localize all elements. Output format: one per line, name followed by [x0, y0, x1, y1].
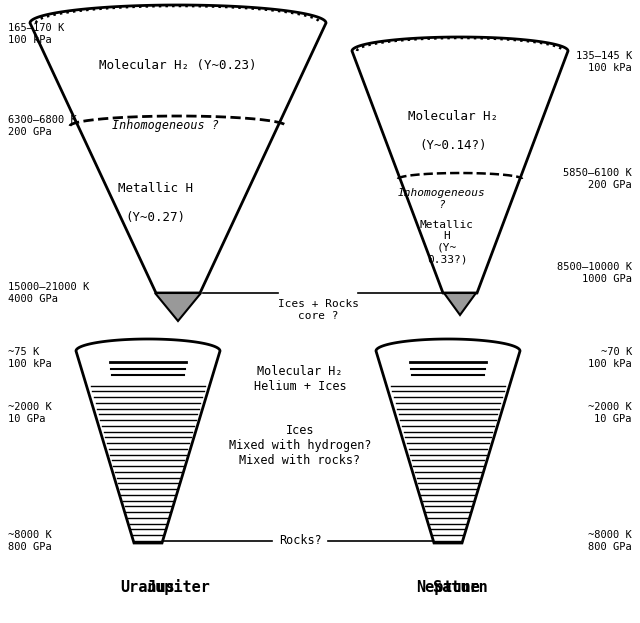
Polygon shape: [155, 293, 201, 321]
Text: Ices + Rocks
core ?: Ices + Rocks core ?: [278, 299, 358, 321]
Text: Uranus: Uranus: [120, 580, 175, 595]
Text: ~8000 K
800 GPa: ~8000 K 800 GPa: [8, 530, 52, 552]
Text: Inhomogeneous
?: Inhomogeneous ?: [398, 188, 486, 210]
Text: ~2000 K
10 GPa: ~2000 K 10 GPa: [8, 402, 52, 424]
Text: ~2000 K
10 GPa: ~2000 K 10 GPa: [588, 402, 632, 424]
Text: 165–170 K
100 kPa: 165–170 K 100 kPa: [8, 23, 64, 45]
Polygon shape: [352, 37, 568, 293]
Text: 8500–10000 K
1000 GPa: 8500–10000 K 1000 GPa: [557, 262, 632, 284]
Text: Jupiter: Jupiter: [146, 579, 210, 595]
Text: Rocks?: Rocks?: [278, 535, 321, 548]
Polygon shape: [30, 5, 326, 293]
Text: Ices
Mixed with hydrogen?
Mixed with rocks?: Ices Mixed with hydrogen? Mixed with roc…: [228, 424, 371, 467]
Text: ~70 K
100 kPa: ~70 K 100 kPa: [588, 347, 632, 369]
Text: 15000–21000 K
4000 GPa: 15000–21000 K 4000 GPa: [8, 282, 89, 304]
Text: 6300–6800 K
200 GPa: 6300–6800 K 200 GPa: [8, 115, 77, 137]
Text: Molecular H₂ (Y~0.23): Molecular H₂ (Y~0.23): [99, 59, 257, 72]
Text: Neptune: Neptune: [416, 580, 480, 595]
Text: Molecular H₂
Helium + Ices: Molecular H₂ Helium + Ices: [253, 365, 346, 393]
Text: Molecular H₂

(Y~0.14?): Molecular H₂ (Y~0.14?): [408, 110, 498, 153]
Text: Inhomogeneous ?: Inhomogeneous ?: [111, 120, 218, 133]
Text: 5850–6100 K
200 GPa: 5850–6100 K 200 GPa: [563, 168, 632, 190]
Text: Saturn: Saturn: [433, 580, 488, 595]
Text: Metallic
H
(Y~
0.33?): Metallic H (Y~ 0.33?): [420, 219, 474, 264]
Polygon shape: [376, 339, 520, 543]
Polygon shape: [444, 293, 476, 315]
Text: Metallic H

(Y~0.27): Metallic H (Y~0.27): [118, 181, 193, 224]
Text: 135–145 K
100 kPa: 135–145 K 100 kPa: [576, 51, 632, 73]
Text: ~75 K
100 kPa: ~75 K 100 kPa: [8, 347, 52, 369]
Polygon shape: [76, 339, 220, 543]
Text: ~8000 K
800 GPa: ~8000 K 800 GPa: [588, 530, 632, 552]
